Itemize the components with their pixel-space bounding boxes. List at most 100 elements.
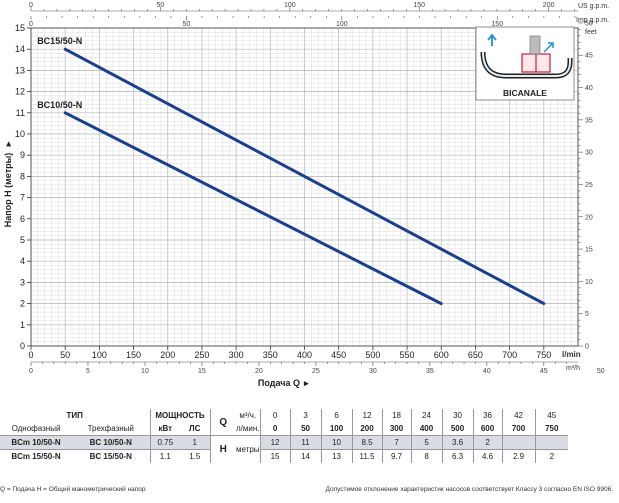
q-m3h-9: 45 (534, 409, 569, 422)
row2-h-6: 6.3 (441, 449, 474, 463)
y-axis-title: Напор H (метры) (3, 153, 13, 228)
series-label-1: BC15/50-N (37, 36, 82, 46)
y-tick-label: 12 (15, 87, 25, 97)
x-unit-lmin: l/min (562, 350, 581, 359)
header-three-phase: Трехфазный (87, 424, 134, 433)
us-gpm-tick-label: 100 (284, 2, 296, 9)
inset-label: BICANALE (503, 88, 547, 98)
row2-kw: 1.1 (149, 449, 180, 463)
y-tick-label: 2 (20, 299, 25, 309)
flow-arrow-icon (487, 33, 497, 46)
feet-tick-label: 20 (585, 214, 593, 221)
row2-h-5: 8 (410, 449, 443, 463)
x-tick-label: 750 (536, 350, 551, 360)
x-tick-label: 300 (229, 350, 244, 360)
series-label-2: BC10/50-N (37, 100, 82, 110)
y-tick-label: 13 (15, 65, 25, 75)
x-tick-label: 400 (297, 350, 312, 360)
feet-tick-label: 10 (585, 279, 593, 286)
row1-single: BCm 10/50-N (11, 438, 61, 447)
q-m3h-8: 42 (501, 409, 536, 422)
us-gpm-tick-label: 200 (543, 2, 555, 9)
x-tick-label: 700 (502, 350, 517, 360)
feet-tick-label: 0 (585, 344, 589, 351)
q-m3h-1: 3 (289, 409, 322, 422)
h-unit: метры (236, 435, 261, 463)
row2-h-8: 2.9 (501, 449, 536, 463)
q-m3h-0: 0 (259, 409, 291, 422)
top-unit-imp: Imp g.p.m. (576, 17, 609, 24)
row1-h-7: 2 (472, 435, 503, 450)
header-kw: кВт (149, 422, 180, 436)
shaft-icon (529, 35, 541, 55)
feet-tick-label: 35 (585, 117, 593, 124)
m3h-tick-label: 40 (483, 368, 491, 375)
q-lmin-unit: л/мин. (236, 424, 260, 433)
y-tick-label: 14 (15, 44, 25, 54)
row2-three: BC 15/50-N (89, 452, 132, 461)
m3h-tick-label: 0 (29, 368, 33, 375)
x-tick-label: 250 (194, 350, 209, 360)
y-tick-label: 8 (20, 171, 25, 181)
q-lmin-3: 200 (351, 422, 383, 436)
x-tick-label: 550 (400, 350, 415, 360)
q-m3h-6: 30 (441, 409, 474, 422)
row2-h-3: 11.5 (351, 449, 383, 463)
top-unit-us: US g.p.m. (578, 3, 609, 10)
row1-h-4: 7 (381, 435, 412, 450)
feet-tick-label: 15 (585, 247, 593, 254)
performance-table-grid: ТИП МОЩНОСТЬ Q м³/ч. 0 3 6 12 18 24 30 3… (0, 409, 569, 463)
series-lines: BC15/50-N BC10/50-N (37, 36, 546, 306)
x-tick-label: 50 (60, 350, 70, 360)
imp-gpm-tick-label: 50 (183, 21, 191, 28)
y-tick-label: 3 (20, 277, 25, 287)
row1-hp: 1 (192, 438, 197, 447)
feet-tick-label: 30 (585, 150, 593, 157)
x-axis-title: Подача Q (258, 378, 300, 388)
x-tick-label: 0 (28, 350, 33, 360)
q-lmin-5: 400 (410, 422, 443, 436)
y-tick-label: 6 (20, 214, 25, 224)
imp-gpm-tick-label: 0 (29, 21, 33, 28)
row1-h-8 (501, 435, 536, 450)
m3h-tick-label: 45 (540, 368, 548, 375)
x-tick-label: 600 (434, 350, 449, 360)
h-letter: H (209, 435, 236, 463)
row1-h-2: 10 (320, 435, 353, 450)
y-tick-label: 11 (16, 108, 25, 118)
q-lmin-6: 500 (441, 422, 474, 436)
feet-tick-label: 40 (585, 85, 593, 92)
feet-tick-label: 45 (585, 53, 593, 60)
x-tick-label: 500 (365, 350, 380, 360)
m3h-axis-ticks: 0 5 10 15 20 25 30 35 40 45 50 (29, 361, 605, 375)
q-lmin-4: 300 (381, 422, 412, 436)
m3h-tick-label: 25 (312, 368, 320, 375)
q-lmin-9: 750 (534, 422, 569, 436)
header-single-phase: Однофазный (11, 424, 61, 433)
row2-hp: 1.5 (189, 452, 201, 461)
gpm-axis-ticks: 0 50 100 150 200 0 50 100 150 (29, 2, 578, 28)
header-hp: ЛС (189, 424, 201, 433)
q-lmin-1: 50 (289, 422, 322, 436)
row1-three: BC 10/50-N (89, 438, 132, 447)
y-tick-label: 0 (20, 341, 25, 351)
q-lmin-0: 0 (259, 422, 291, 436)
m3h-tick-label: 20 (255, 368, 263, 375)
us-gpm-tick-label: 0 (29, 2, 33, 9)
feet-tick-label: 50 (585, 20, 593, 27)
feet-tick-label: 5 (585, 311, 589, 318)
y-tick-label: 4 (20, 256, 25, 266)
row1-h-6: 3.6 (441, 435, 474, 450)
q-m3h-7: 36 (472, 409, 503, 422)
row1-h-0: 12 (259, 435, 291, 450)
row2-h-0: 15 (259, 449, 291, 463)
y-tick-label: 15 (15, 23, 25, 33)
us-gpm-tick-label: 50 (157, 2, 165, 9)
performance-table: ТИП МОЩНОСТЬ Q м³/ч. 0 3 6 12 18 24 30 3… (0, 409, 619, 463)
footnote-legend: Q = Подача H = Общий манометрический нап… (0, 486, 146, 493)
q-m3h-3: 12 (351, 409, 383, 422)
q-letter: Q (209, 409, 236, 436)
m3h-tick-label: 5 (86, 368, 90, 375)
table-row: BCm 15/50-N BC 15/50-N 1.1 1.5 15 14 13 … (0, 449, 569, 463)
